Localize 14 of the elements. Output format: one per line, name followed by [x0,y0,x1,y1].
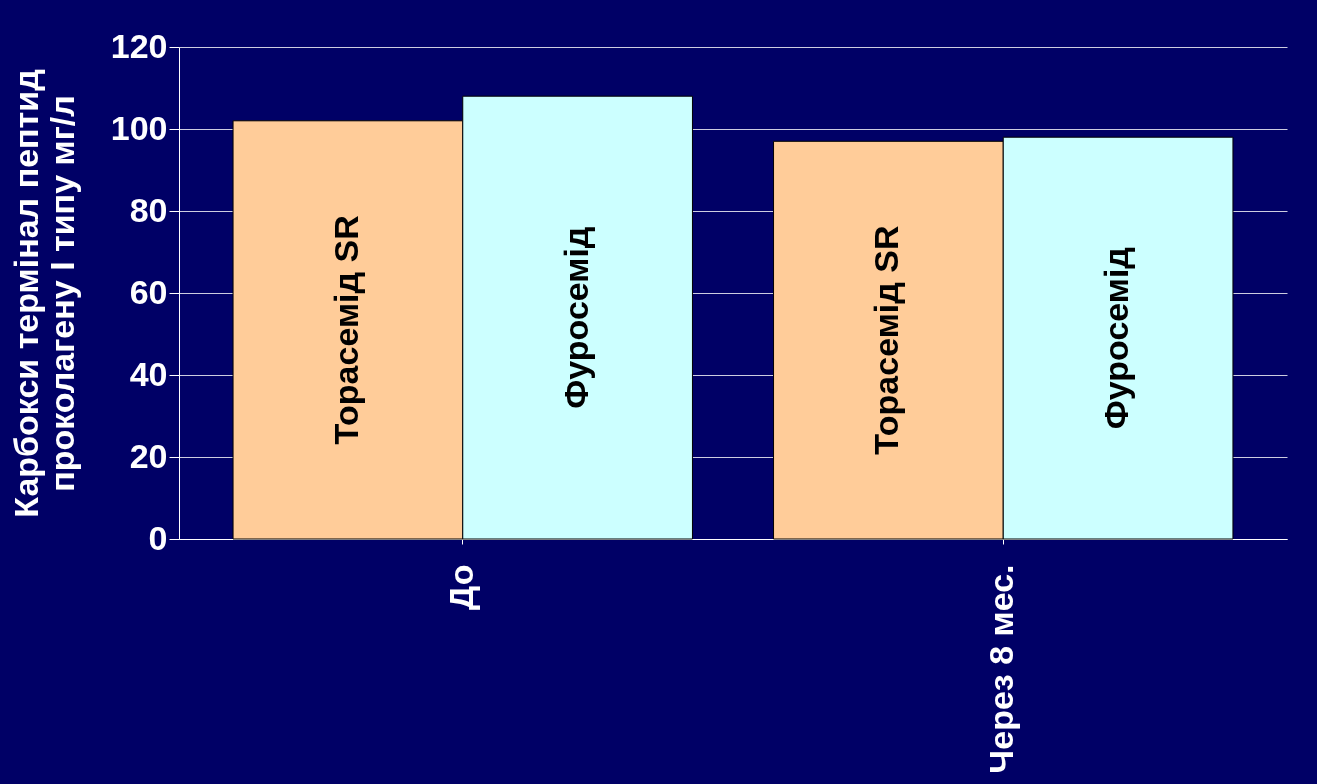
y-tick-label: 120 [110,26,168,65]
y-tick-label: 0 [148,518,168,557]
x-tick-label: До [441,564,480,610]
text: Фуросемід [1097,247,1136,430]
y-tick-label: 80 [129,190,168,229]
series-label: Фуросемід [556,226,595,409]
y-tick-label: 60 [129,272,168,311]
y-tick-label: 20 [129,436,168,475]
y-axis-title: Карбокси термінал пептид проколагену І типу мг/л [6,69,81,518]
series-label: Торасемід SR [867,225,906,455]
x-tick-label: Через 8 мес. [982,564,1021,774]
y-tick-label: 40 [129,354,168,393]
text: Торасемід SR [326,215,365,445]
y-tick-label: 100 [110,108,168,147]
